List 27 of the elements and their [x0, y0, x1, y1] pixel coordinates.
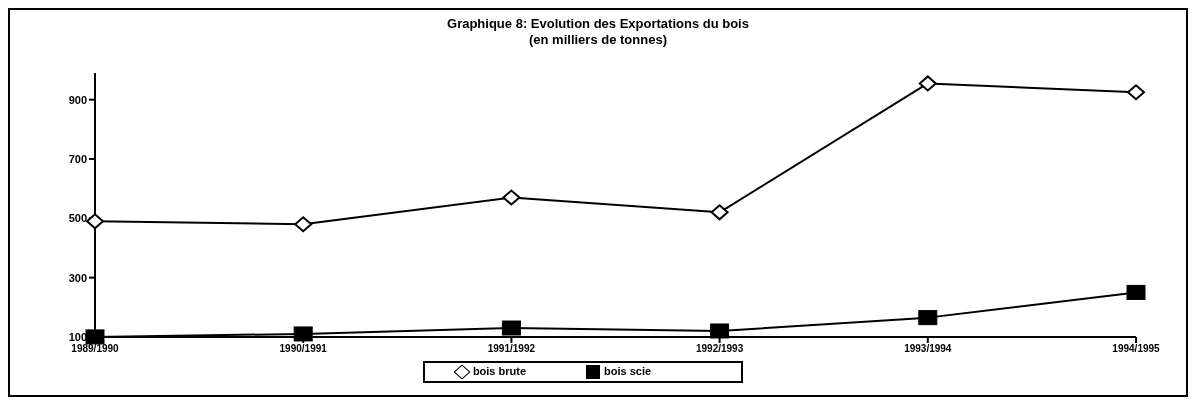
- x-tick-label: 1994/1995: [1112, 343, 1161, 355]
- point: [502, 189, 521, 206]
- point: [710, 204, 729, 221]
- x-tick-label: 1992/1993: [695, 343, 744, 355]
- x-tick-label: 1989/1990: [71, 343, 120, 355]
- point: [918, 75, 937, 92]
- point: [294, 216, 313, 233]
- point: [86, 213, 104, 230]
- chart-subtitle: (en milliers de tonnes): [528, 32, 668, 48]
- x-tick-label: 1990/1991: [279, 343, 328, 355]
- y-tick-label: 900: [68, 93, 87, 106]
- legend-label: bois scie: [604, 364, 652, 377]
- y-tick-label: 700: [68, 152, 87, 165]
- chart-title: Graphique 8: Evolution des Exportations du bois: [446, 16, 750, 32]
- point: [85, 329, 105, 345]
- point: [1127, 84, 1145, 101]
- y-tick-label: 100: [68, 330, 87, 343]
- legend-label: bois brute: [472, 364, 527, 377]
- point: [293, 326, 313, 342]
- point: [1126, 284, 1146, 300]
- x-tick-label: 1991/1992: [487, 343, 536, 355]
- y-tick-label: 300: [68, 271, 87, 284]
- y-tick-label: 500: [68, 212, 87, 225]
- point: [710, 323, 730, 339]
- x-tick-label: 1993/1994: [904, 343, 952, 355]
- point: [501, 320, 521, 336]
- point: [918, 310, 938, 326]
